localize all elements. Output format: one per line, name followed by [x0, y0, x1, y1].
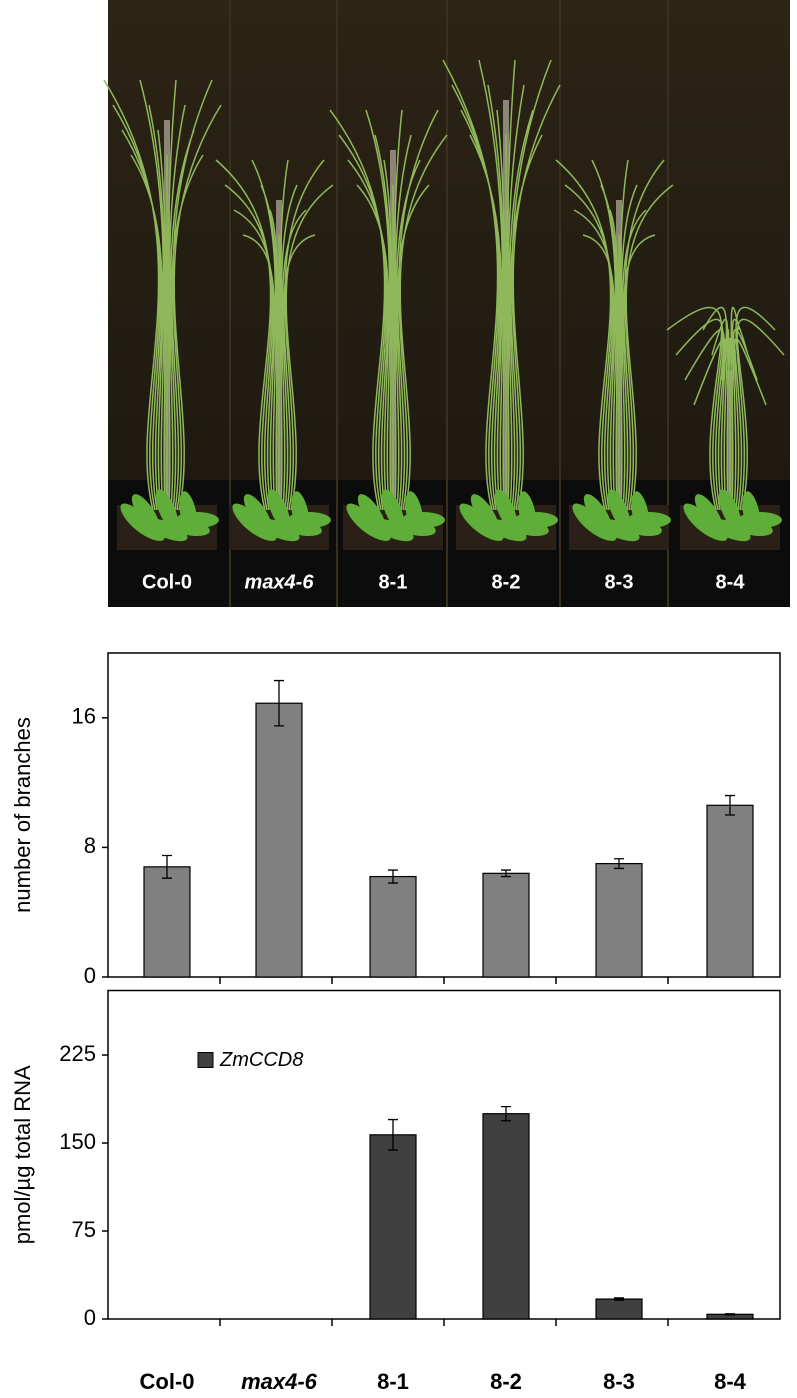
x-tick-label: 8-4 — [714, 1369, 747, 1394]
leaf — [470, 494, 499, 532]
leaf — [694, 494, 723, 532]
stems — [103, 79, 222, 511]
error-bar — [162, 854, 172, 879]
stems — [329, 109, 448, 511]
bar — [482, 872, 530, 978]
photo-label: 8-2 — [492, 571, 521, 593]
error-bar — [501, 1106, 511, 1122]
leaf — [120, 503, 154, 537]
leaf — [155, 489, 179, 531]
leaf — [583, 494, 612, 532]
leaf — [631, 491, 650, 535]
x-tick-label: 8-1 — [377, 1369, 409, 1394]
y-tick-label: 75 — [72, 1217, 96, 1242]
legend-swatch — [197, 1052, 214, 1068]
photo-label: 8-3 — [605, 571, 634, 593]
leaf — [459, 503, 493, 537]
y-axis-title: number of branches — [10, 717, 35, 913]
legend-label: ZmCCD8 — [219, 1049, 303, 1071]
leaf — [243, 494, 272, 532]
photo: Col-0 max4-6 8-1 8-2 8-3 8-4 — [103, 0, 790, 607]
photo-label: 8-1 — [379, 571, 408, 593]
error-bar — [725, 794, 735, 816]
bar — [369, 875, 417, 978]
plot-frame — [107, 989, 781, 1320]
x-tick-label: 8-2 — [490, 1369, 522, 1394]
photo-label: max4-6 — [245, 571, 315, 593]
bar — [595, 862, 643, 978]
y-tick-label: 16 — [72, 704, 96, 729]
bar — [482, 1113, 530, 1320]
stems — [555, 159, 674, 511]
bar — [706, 804, 754, 978]
y-tick-label: 150 — [59, 1129, 96, 1154]
leaf — [381, 489, 405, 531]
y-tick-label: 0 — [84, 963, 96, 988]
leaf — [742, 491, 761, 535]
y-tick-label: 8 — [84, 833, 96, 858]
x-tick-label: Col-0 — [140, 1369, 195, 1394]
stems — [215, 159, 334, 511]
photo-label: 8-4 — [716, 571, 746, 593]
leaf — [291, 491, 310, 535]
leaf — [405, 491, 424, 535]
x-tick-label: max4-6 — [241, 1369, 318, 1394]
error-bar — [274, 679, 284, 727]
bar — [255, 702, 303, 978]
leaf — [357, 494, 386, 532]
error-bar — [614, 858, 624, 870]
x-tick-label: 8-3 — [603, 1369, 635, 1394]
plants: Col-0 max4-6 8-1 8-2 8-3 8-4 — [103, 59, 785, 593]
leaf — [179, 491, 198, 535]
leaf — [718, 489, 742, 531]
error-bar — [388, 869, 398, 884]
leaf — [518, 491, 537, 535]
bar — [369, 1134, 417, 1320]
bar — [143, 866, 191, 978]
y-axis-title: pmol/µg total RNA — [10, 1065, 35, 1244]
leaf — [346, 503, 380, 537]
stems — [442, 59, 561, 511]
bar — [595, 1298, 643, 1320]
photo-base — [108, 480, 790, 607]
charts: 0 8 16 number of branches 0 75 150 225 pmol/µg t… — [10, 652, 781, 1394]
photo-label: Col-0 — [142, 571, 192, 593]
error-bar — [388, 1118, 398, 1151]
stems — [666, 306, 785, 511]
leaf — [232, 503, 266, 537]
leaf — [494, 489, 518, 531]
leaf — [607, 489, 631, 531]
error-bar — [501, 869, 511, 878]
leaf — [267, 489, 291, 531]
error-bar — [725, 1313, 735, 1316]
y-tick-label: 225 — [59, 1041, 96, 1066]
leaf — [131, 494, 160, 532]
plot-frame — [107, 652, 781, 978]
leaf — [572, 503, 606, 537]
error-bar — [614, 1297, 624, 1301]
y-tick-label: 0 — [84, 1305, 96, 1330]
leaf — [683, 503, 717, 537]
